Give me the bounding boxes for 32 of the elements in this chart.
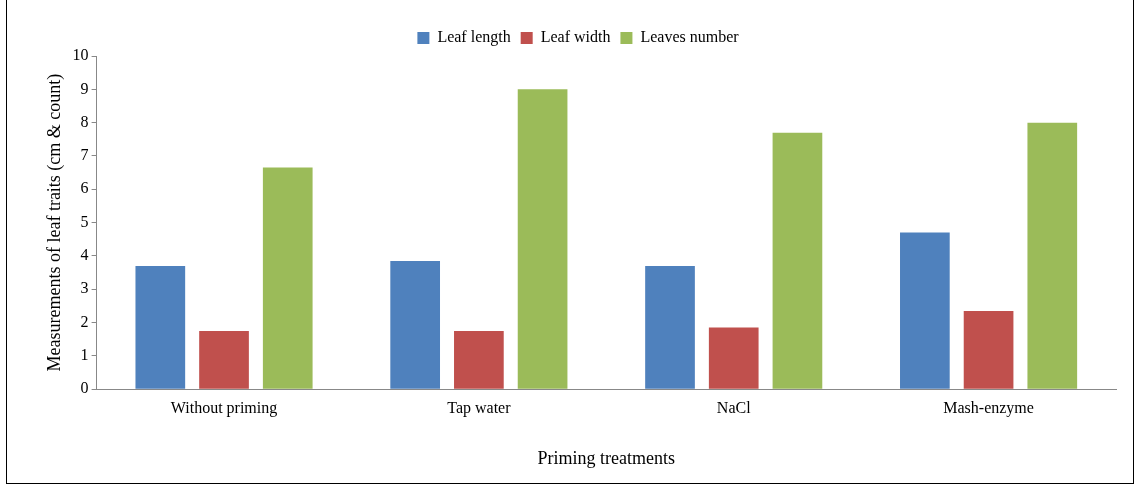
x-axis-title: Priming treatments (537, 447, 676, 468)
x-tick-label: NaCl (716, 399, 752, 416)
x-tick-label: Mash-enzyme (943, 399, 1034, 417)
bar (262, 167, 313, 389)
bar (1027, 122, 1078, 389)
y-tick-label: 2 (80, 312, 89, 330)
y-tick-label: 1 (80, 346, 89, 364)
bar (390, 260, 441, 389)
y-tick-label: 6 (80, 179, 89, 197)
x-tick-label: Without priming (170, 399, 278, 417)
y-tick-label: 10 (72, 46, 89, 64)
bar (135, 265, 186, 389)
bar (454, 330, 504, 389)
bar (645, 265, 695, 389)
bar (900, 232, 950, 389)
bar (963, 310, 1014, 389)
y-tick-label: 3 (80, 279, 89, 297)
y-tick-label: 8 (80, 112, 89, 130)
y-axis-title: Measurements of leaf traits (cm & count) (43, 73, 65, 372)
x-tick-label: Tap water (447, 399, 512, 417)
y-tick-label: 7 (80, 146, 89, 164)
legend-label: Leaf width (540, 28, 611, 46)
legend-label: Leaf length (437, 28, 511, 47)
y-tick-label: 5 (80, 212, 89, 230)
bar (517, 89, 568, 389)
bar (708, 327, 759, 389)
bar (772, 132, 823, 389)
y-tick-label: 0 (80, 379, 89, 397)
y-tick-label: 4 (80, 246, 89, 264)
y-tick-label: 9 (80, 79, 89, 97)
legend-label: Leaves number (640, 28, 740, 46)
bar (199, 330, 249, 389)
